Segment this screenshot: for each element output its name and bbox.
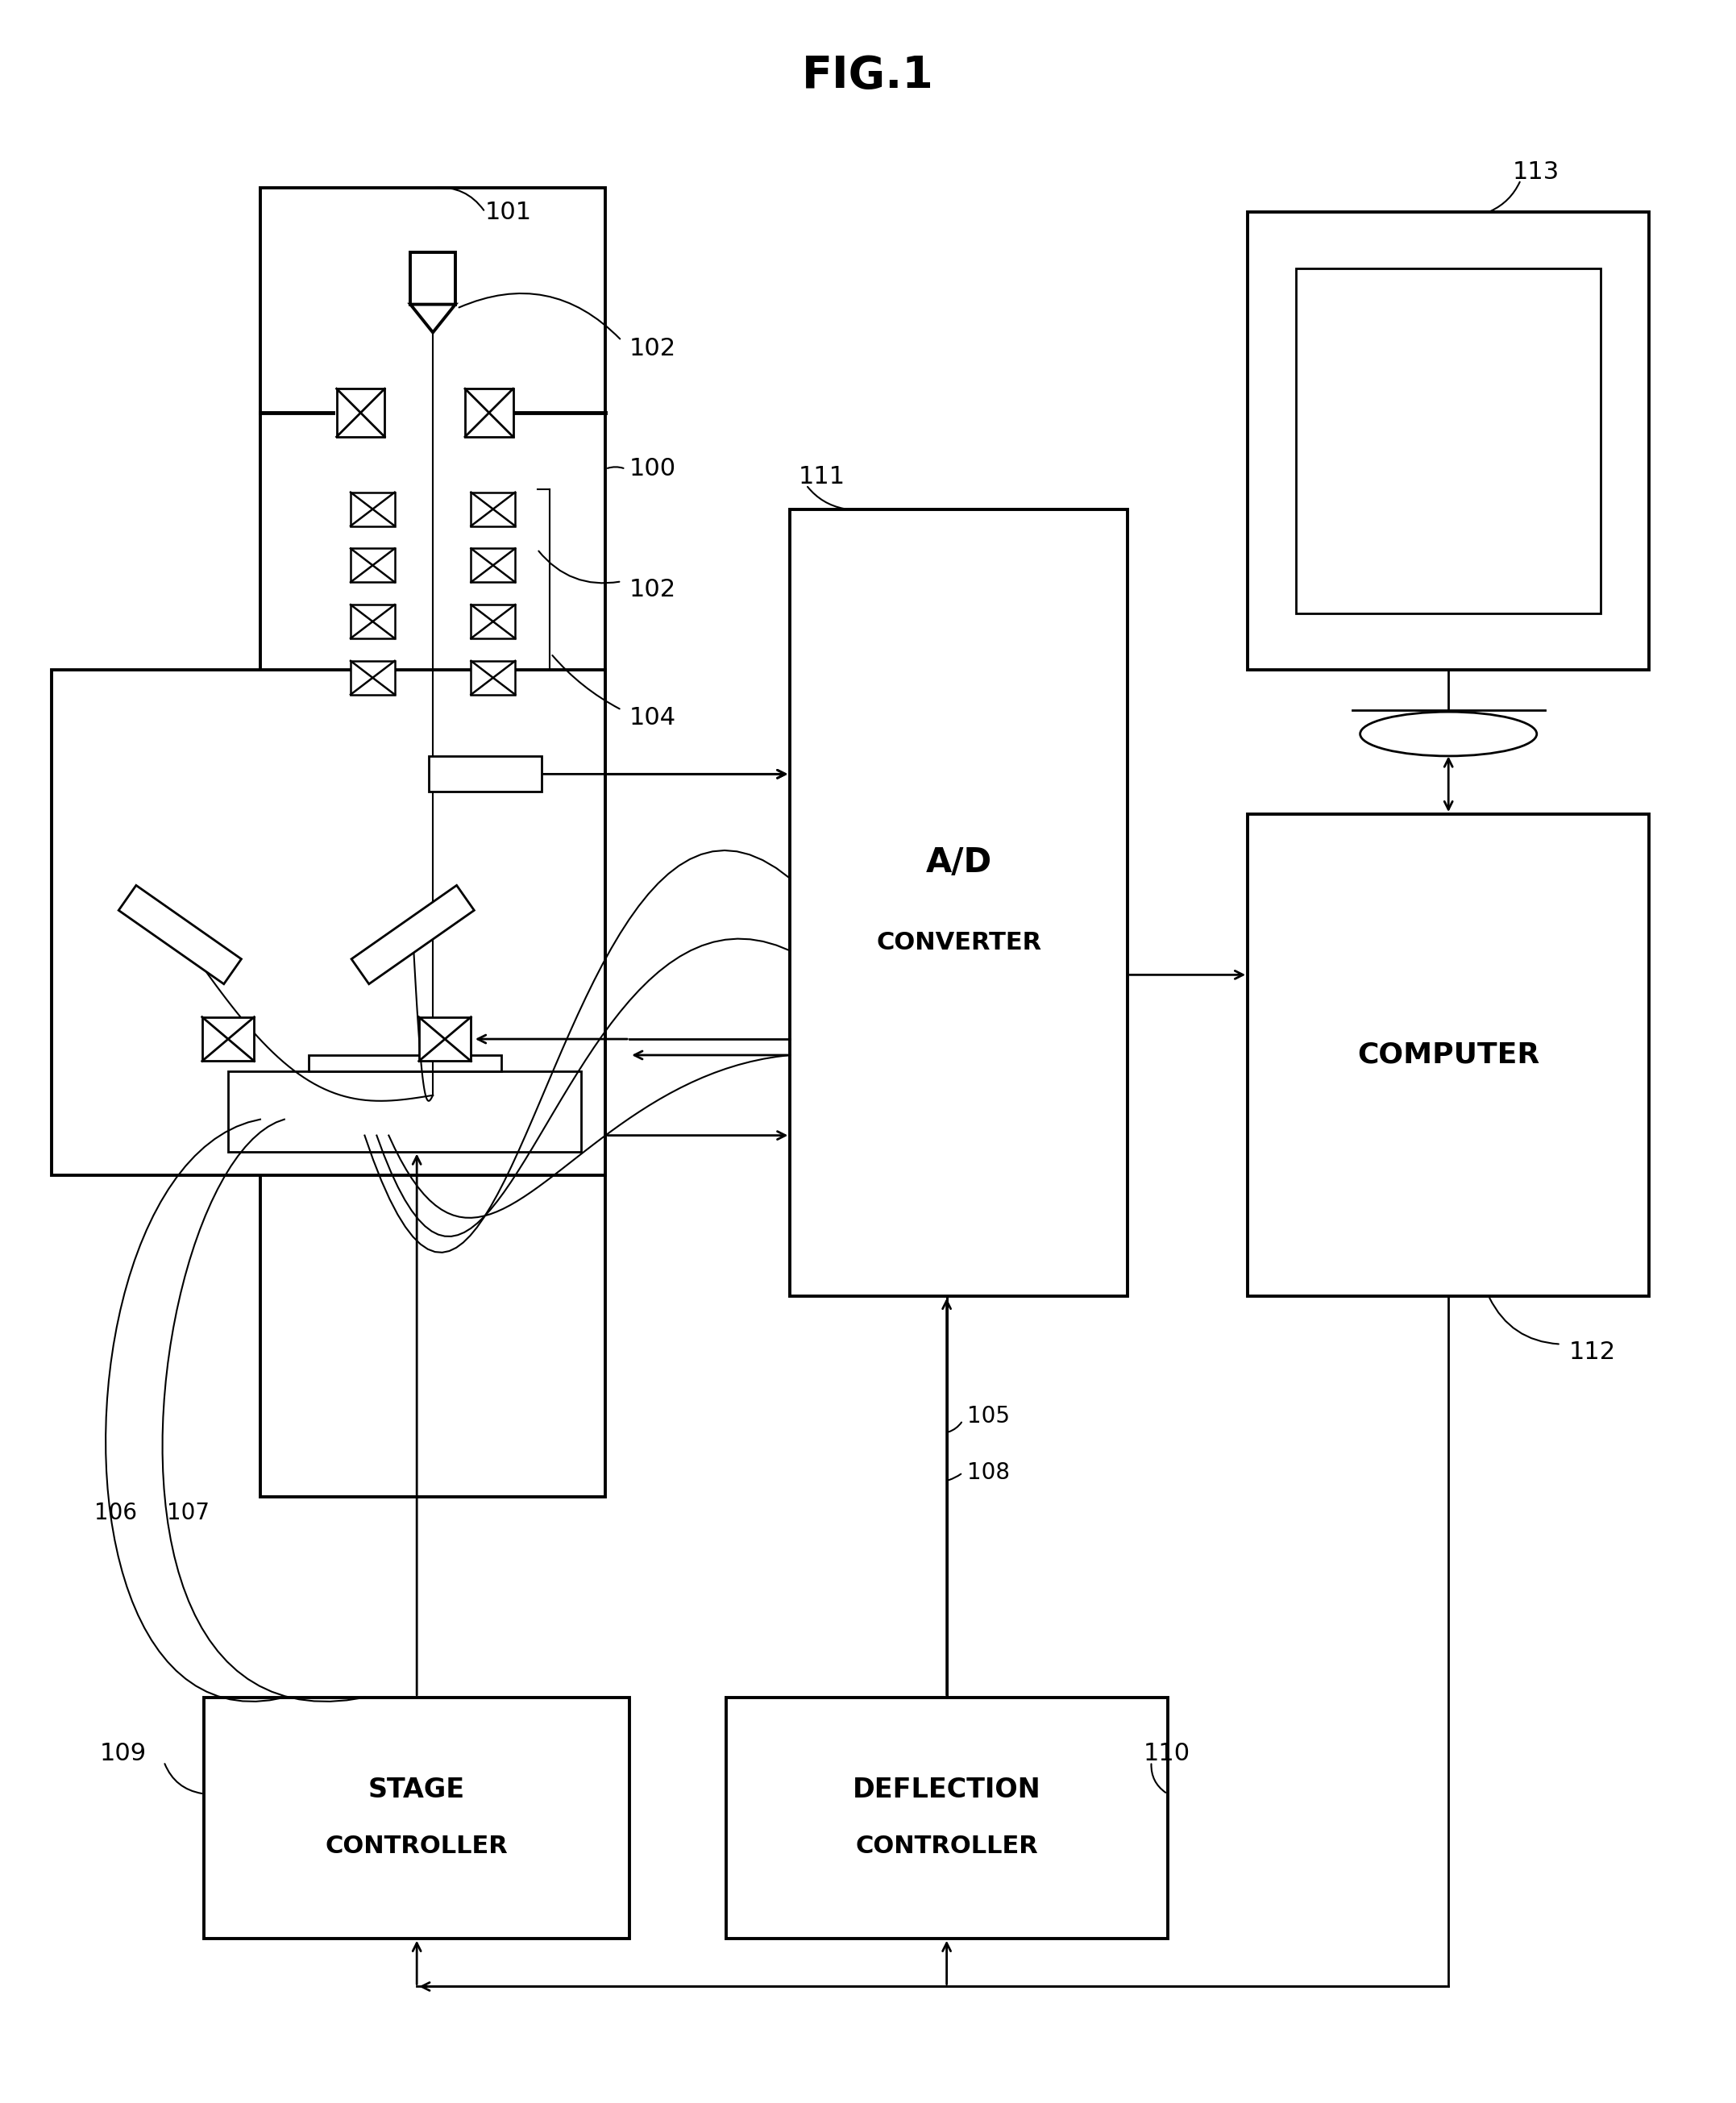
Text: FIG.1: FIG.1 [802,55,934,97]
Bar [465,389,514,437]
Bar [351,549,394,583]
Text: 105: 105 [967,1405,1009,1428]
Text: DEFLECTION: DEFLECTION [852,1777,1042,1802]
Bar [418,1018,470,1062]
Bar [726,1697,1167,1939]
Bar [790,509,1127,1295]
Ellipse shape [1359,711,1536,755]
Text: 107: 107 [167,1502,210,1525]
Bar [1248,814,1649,1295]
Bar [470,549,516,583]
Text: 101: 101 [484,200,531,223]
Bar [337,389,385,437]
Bar [351,492,394,526]
Bar [52,669,606,1176]
Text: CONTROLLER: CONTROLLER [856,1834,1038,1857]
Bar [201,1018,253,1062]
Text: COMPUTER: COMPUTER [1358,1041,1540,1068]
Text: 102: 102 [630,578,677,601]
Text: 106: 106 [94,1502,137,1525]
Text: A/D: A/D [925,845,991,879]
Polygon shape [118,885,241,984]
Bar [351,660,394,694]
Polygon shape [351,885,474,984]
Bar [351,606,394,639]
Bar [410,252,455,305]
Text: 108: 108 [967,1462,1009,1485]
Bar [470,660,516,694]
Bar [1295,269,1601,614]
Bar [205,1697,630,1939]
Text: 102: 102 [630,336,677,360]
Bar [429,757,542,791]
Bar [227,1070,582,1152]
Text: 113: 113 [1512,160,1559,183]
Text: 110: 110 [1144,1741,1191,1764]
Bar [470,492,516,526]
Text: STAGE: STAGE [368,1777,465,1802]
Bar [1248,212,1649,669]
Text: 109: 109 [99,1741,146,1764]
Polygon shape [410,305,455,332]
Text: 112: 112 [1569,1340,1616,1365]
Text: 111: 111 [799,465,845,488]
Text: 104: 104 [630,707,677,730]
Bar [260,187,606,1497]
Text: 100: 100 [630,456,677,482]
Bar [309,1056,502,1070]
Bar [470,606,516,639]
Text: CONVERTER: CONVERTER [877,932,1042,955]
Text: CONTROLLER: CONTROLLER [325,1834,509,1857]
